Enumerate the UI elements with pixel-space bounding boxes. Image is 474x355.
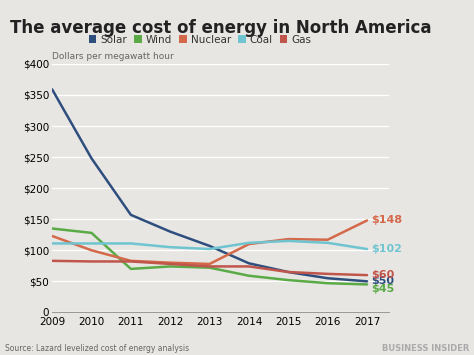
Title: The average cost of energy in North America: The average cost of energy in North Amer… bbox=[9, 19, 431, 37]
Text: $102: $102 bbox=[371, 244, 402, 254]
Text: $60: $60 bbox=[371, 270, 394, 280]
Text: $148: $148 bbox=[371, 215, 402, 225]
Text: Source: Lazard levelized cost of energy analysis: Source: Lazard levelized cost of energy … bbox=[5, 344, 189, 353]
Text: $50: $50 bbox=[371, 276, 394, 286]
Text: $45: $45 bbox=[371, 284, 394, 294]
Text: Dollars per megawatt hour: Dollars per megawatt hour bbox=[52, 53, 174, 61]
Legend: Solar, Wind, Nuclear, Coal, Gas: Solar, Wind, Nuclear, Coal, Gas bbox=[85, 31, 316, 49]
Text: BUSINESS INSIDER: BUSINESS INSIDER bbox=[382, 344, 469, 353]
